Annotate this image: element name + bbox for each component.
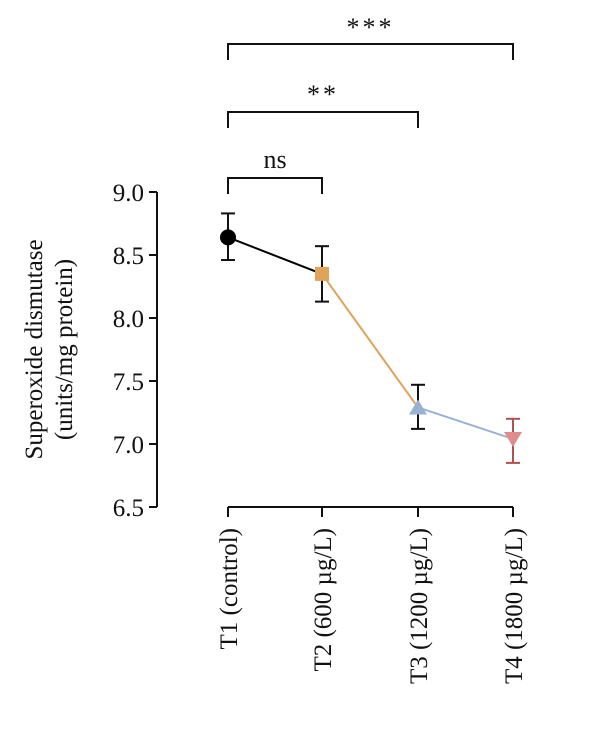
y-tick-label: 9.0 <box>113 180 144 207</box>
significance-bracket <box>227 177 323 194</box>
y-tick-label: 8.0 <box>113 306 144 333</box>
series-line-segment <box>227 236 323 275</box>
significance-bracket <box>227 43 514 60</box>
y-axis-label-line: (units/mg protein) <box>51 259 78 440</box>
data-point-circle <box>220 229 236 246</box>
data-point-triangle-down <box>504 431 522 447</box>
data-point-square <box>315 266 329 281</box>
series-line-segment <box>417 406 514 440</box>
y-tick-label: 7.5 <box>113 369 144 396</box>
x-tick-label: T3 (1200 µg/L) <box>406 528 433 684</box>
series <box>220 212 522 464</box>
significance-label: ns <box>263 145 286 174</box>
axes: 6.5 7.0 7.5 8.0 8.5 9.0 <box>113 180 514 522</box>
y-axis-label-line: Superoxide dismutase <box>21 239 48 459</box>
significance-label: *** <box>347 13 395 42</box>
x-tick-label: T4 (1800 µg/L) <box>501 528 528 684</box>
x-tick-label: T1 (control) <box>216 528 243 649</box>
y-axis-label: Superoxide dismutase (units/mg protein) <box>21 239 78 459</box>
significance-brackets: ns***** <box>227 13 514 194</box>
y-tick-label: 7.0 <box>113 432 144 459</box>
series-line-segment <box>321 273 419 409</box>
y-tick-label: 8.5 <box>113 243 144 270</box>
x-tick-labels: T1 (control) T2 (600 µg/L) T3 (1200 µg/L) T… <box>216 528 528 684</box>
y-tick-label: 6.5 <box>113 495 144 522</box>
significance-bracket <box>227 111 419 128</box>
x-tick-label: T2 (600 µg/L) <box>310 528 337 672</box>
data-point-triangle-up <box>409 399 427 415</box>
significance-label: ** <box>307 80 339 109</box>
